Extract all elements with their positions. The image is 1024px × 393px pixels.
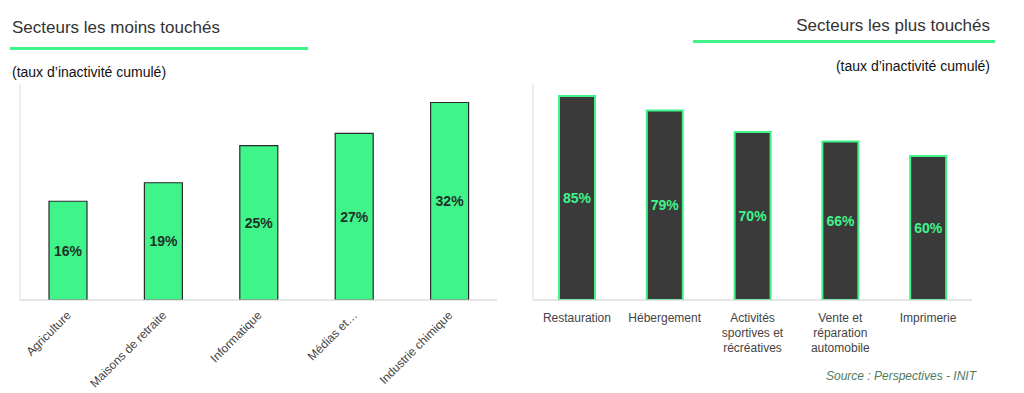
html-text:(taux d’inactivité cumulé): (taux d’inactivité cumulé) <box>12 64 167 80</box>
svg-text:19%: 19% <box>149 233 178 249</box>
html-text:Secteurs les moins touchés: Secteurs les moins touchés <box>12 18 220 37</box>
svg-text:16%: 16% <box>54 243 83 259</box>
svg-text:32%: 32% <box>436 193 465 209</box>
html-text:Source : Perspectives - INIT: Source : Perspectives - INIT <box>826 369 976 383</box>
svg-text:27%: 27% <box>340 209 369 225</box>
svg-text:Restauration: Restauration <box>543 311 611 325</box>
svg-text:85%: 85% <box>563 190 592 206</box>
svg-text:Agriculture: Agriculture <box>23 308 74 359</box>
svg-text:Informatique: Informatique <box>208 308 265 365</box>
svg-text:Vente etréparationautomobile: Vente etréparationautomobile <box>811 311 870 355</box>
svg-text:Maisons de retraite: Maisons de retraite <box>87 308 169 390</box>
svg-text:Industrie chimique: Industrie chimique <box>377 308 456 387</box>
svg-text:60%: 60% <box>914 220 943 236</box>
html-text:Secteurs les plus touchés: Secteurs les plus touchés <box>796 16 990 35</box>
html-text:(taux d’inactivité cumulé): (taux d’inactivité cumulé) <box>835 58 990 74</box>
svg-text:Activitéssportives etrécréativ: Activitéssportives etrécréatives <box>722 311 784 355</box>
svg-text:25%: 25% <box>245 215 274 231</box>
svg-text:Imprimerie: Imprimerie <box>900 311 957 325</box>
svg-text:Médias et…: Médias et… <box>305 308 360 363</box>
svg-text:Hébergement: Hébergement <box>628 311 701 325</box>
svg-text:70%: 70% <box>739 208 768 224</box>
svg-text:66%: 66% <box>826 213 855 229</box>
svg-text:79%: 79% <box>651 197 680 213</box>
